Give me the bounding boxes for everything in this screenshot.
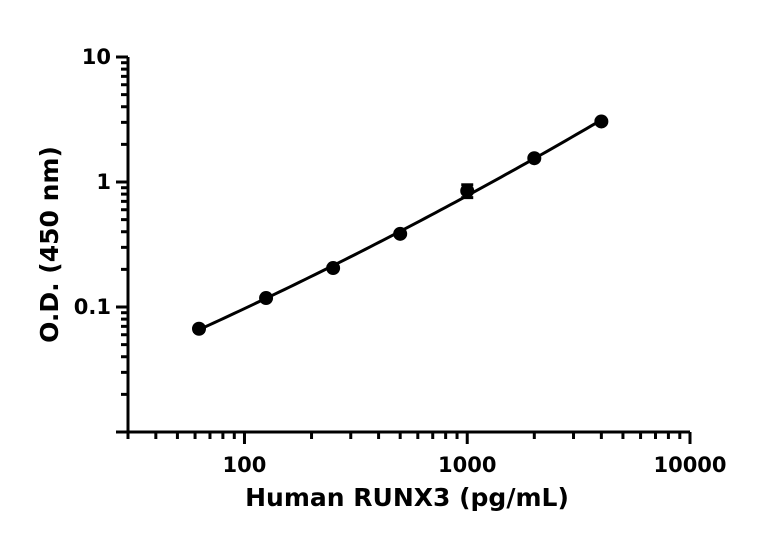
data-point <box>259 291 274 306</box>
y-axis-title: O.D. (450 nm) <box>35 146 64 343</box>
y-tick-label: 10 <box>82 45 111 69</box>
axes <box>126 57 690 434</box>
y-axis-tick-labels: 0.1 1 10 <box>74 45 111 319</box>
data-point <box>326 261 341 276</box>
y-tick-label: 1 <box>96 170 111 194</box>
data-points <box>192 114 609 336</box>
data-point <box>192 321 207 336</box>
x-tick-label: 1000 <box>438 453 496 477</box>
x-axis-ticks <box>126 432 692 444</box>
x-tick-label: 10000 <box>653 453 726 477</box>
x-axis-tick-labels: 100 1000 10000 <box>223 453 727 477</box>
data-point <box>393 226 408 241</box>
y-axis-ticks <box>116 55 128 434</box>
x-tick-label: 100 <box>223 453 267 477</box>
x-axis-title: Human RUNX3 (pg/mL) <box>245 483 569 512</box>
data-point <box>594 114 609 129</box>
data-point <box>460 183 475 198</box>
y-tick-label: 0.1 <box>74 295 111 319</box>
error-bars <box>193 183 474 333</box>
data-point <box>527 151 542 166</box>
